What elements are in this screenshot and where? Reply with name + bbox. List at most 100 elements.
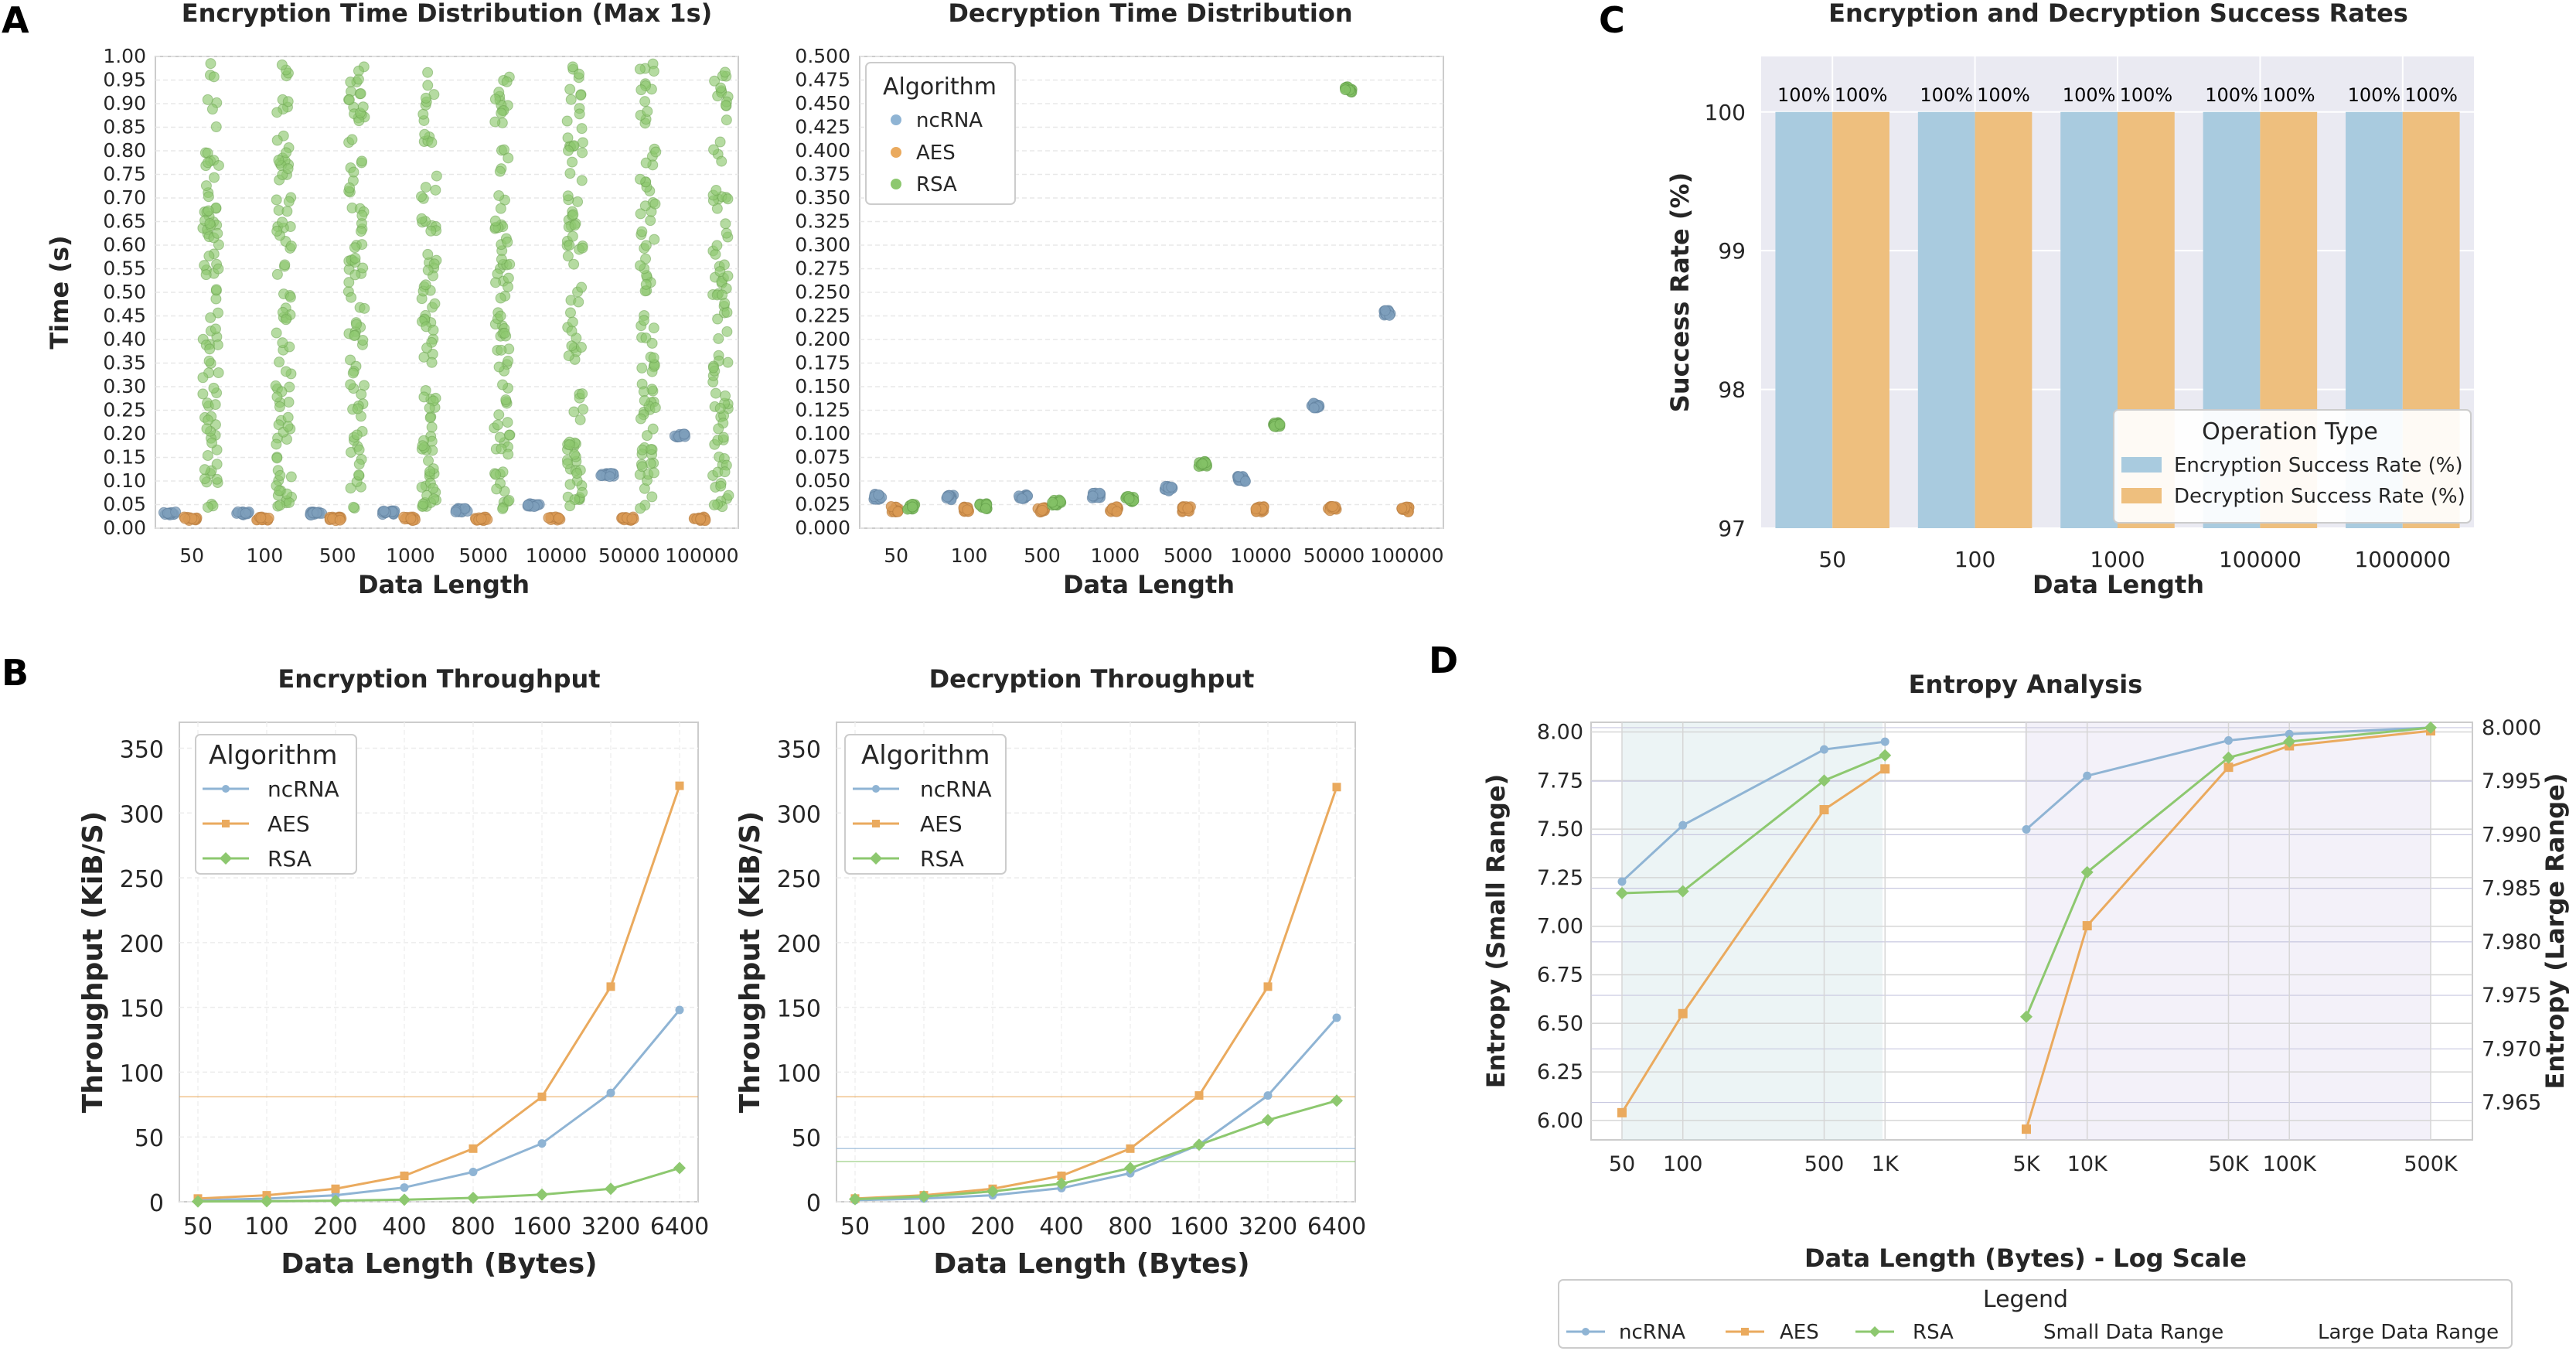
y-tick-label: 0.45 xyxy=(103,305,146,327)
y-tick-label-right: 7.995 xyxy=(2482,769,2541,793)
data-point-rsa xyxy=(206,104,218,115)
data-point-ncrna xyxy=(595,469,607,481)
data-point-rsa xyxy=(721,227,732,239)
y-tick-label: 0.40 xyxy=(103,328,146,350)
data-point-rsa xyxy=(200,180,212,192)
data-point-rsa xyxy=(420,182,431,193)
data-point-ncrna xyxy=(873,489,884,500)
data-point-rsa xyxy=(648,66,659,77)
legend-entropy: Legend ncRNA AES RSA Small Data Range La… xyxy=(1558,1279,2513,1349)
data-point-rsa xyxy=(712,313,724,325)
data-point-ncrna xyxy=(469,1167,478,1176)
data-point-rsa xyxy=(349,242,360,254)
x-tick-label: 1600 xyxy=(513,1213,571,1240)
data-point-rsa xyxy=(536,1188,548,1201)
data-point-rsa xyxy=(417,108,429,120)
data-point-rsa xyxy=(273,155,285,166)
data-point-ncrna xyxy=(450,506,462,517)
data-point-rsa xyxy=(344,182,356,193)
data-point-rsa xyxy=(199,473,210,485)
data-label-encryption: 100% xyxy=(1777,84,1831,106)
x-tick-label: 50 xyxy=(884,544,908,567)
y-tick-label: 50 xyxy=(135,1125,164,1152)
data-point-rsa xyxy=(467,1191,479,1204)
legend-marker-ncrna xyxy=(222,785,230,793)
y-tick-label: 0.350 xyxy=(795,186,850,209)
data-point-rsa xyxy=(719,466,731,478)
legend-marker-ncrna xyxy=(1582,1328,1590,1336)
data-point-rsa xyxy=(723,490,734,501)
data-point-rsa xyxy=(849,1192,861,1206)
data-point-rsa xyxy=(349,269,361,281)
data-point-rsa xyxy=(1676,885,1689,898)
data-point-rsa xyxy=(648,467,659,479)
data-point-rsa xyxy=(204,217,216,229)
data-point-rsa xyxy=(496,254,507,265)
data-point-rsa xyxy=(564,500,576,512)
data-point-rsa xyxy=(398,1193,411,1206)
data-point-ncrna xyxy=(1016,493,1027,504)
x-tick-label: 10000 xyxy=(526,544,588,567)
data-point-rsa xyxy=(211,459,223,470)
data-point-aes xyxy=(1194,1091,1204,1100)
data-point-rsa xyxy=(1331,1094,1343,1107)
data-point-ncrna xyxy=(1239,476,1251,487)
x-tick-label: 200 xyxy=(313,1213,357,1240)
data-point-rsa xyxy=(416,191,428,203)
data-point-rsa xyxy=(646,337,658,349)
data-point-aes xyxy=(1396,503,1408,514)
data-point-aes xyxy=(2022,1124,2031,1134)
legend-marker-aes xyxy=(891,147,901,158)
data-point-aes xyxy=(1880,764,1890,774)
x-tick-label: 100 xyxy=(951,544,988,567)
y-tick-label: 0.150 xyxy=(795,375,850,397)
data-point-rsa xyxy=(980,503,991,514)
x-tick-label: 3200 xyxy=(581,1213,640,1240)
data-point-rsa xyxy=(719,67,731,78)
data-point-rsa xyxy=(713,423,724,435)
data-point-rsa xyxy=(353,65,364,77)
data-point-rsa xyxy=(425,225,437,237)
data-point-rsa xyxy=(426,137,438,148)
data-point-rsa xyxy=(562,145,574,156)
chart-title: Decryption Throughput xyxy=(929,664,1255,694)
data-point-rsa xyxy=(721,326,733,337)
y-tick-label: 0.300 xyxy=(795,234,850,256)
data-point-rsa xyxy=(283,397,295,408)
data-point-rsa xyxy=(561,115,573,127)
data-point-rsa xyxy=(575,90,587,101)
data-point-rsa xyxy=(343,94,355,106)
data-point-rsa xyxy=(277,337,288,349)
x-tick-label: 100000 xyxy=(665,544,738,567)
data-point-rsa xyxy=(494,432,506,443)
legend-label-encryption: Encryption Success Rate (%) xyxy=(2174,454,2463,477)
data-point-rsa xyxy=(646,443,657,455)
data-point-rsa xyxy=(1047,496,1058,508)
data-point-rsa xyxy=(274,485,285,496)
data-point-ncrna xyxy=(606,1088,615,1097)
data-point-rsa xyxy=(571,468,583,479)
data-point-rsa xyxy=(271,194,282,206)
data-point-rsa xyxy=(503,449,514,460)
large-range-band xyxy=(2025,722,2431,1140)
data-point-rsa xyxy=(567,156,578,168)
legend-label-rsa: RSA xyxy=(1913,1321,1954,1344)
data-point-aes xyxy=(962,504,973,516)
data-point-rsa xyxy=(640,240,652,251)
data-point-rsa xyxy=(566,340,578,352)
x-tick-label: 1000 xyxy=(2090,547,2145,572)
data-point-rsa xyxy=(493,189,505,201)
data-point-rsa xyxy=(489,215,501,227)
y-tick-label: 200 xyxy=(777,931,821,958)
data-point-rsa xyxy=(497,503,509,514)
data-point-rsa xyxy=(496,344,507,356)
data-point-rsa xyxy=(907,501,918,513)
data-point-rsa xyxy=(426,421,438,433)
data-point-ncrna xyxy=(240,507,251,519)
data-point-aes xyxy=(1819,805,1829,815)
data-point-rsa xyxy=(500,394,512,406)
y-axis-label: Success Rate (%) xyxy=(1665,172,1695,412)
legend-box xyxy=(1558,1279,2513,1349)
data-point-aes xyxy=(331,1184,340,1193)
y-tick-label-left: 6.00 xyxy=(1537,1109,1583,1133)
